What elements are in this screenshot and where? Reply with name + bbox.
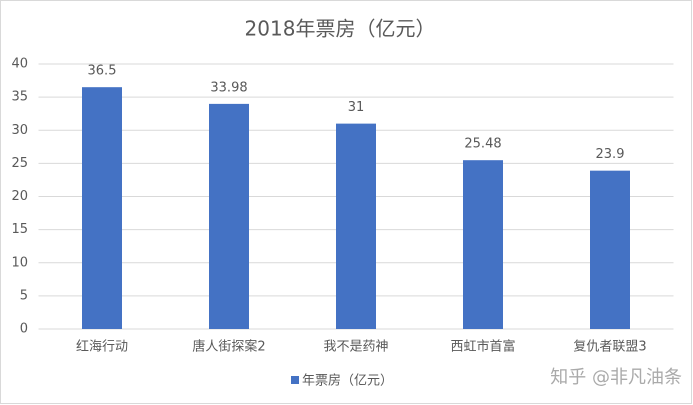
y-tick-label: 30 [11,123,28,138]
x-tick-label: 唐人街探案2 [192,339,265,355]
y-tick-label: 5 [20,288,28,303]
x-tick-label: 我不是药神 [323,340,388,355]
bar [82,87,122,329]
bar [336,123,376,329]
bar [463,160,503,329]
y-tick-label: 40 [11,57,28,72]
data-label: 31 [348,100,365,115]
data-label: 23.9 [596,147,625,162]
legend-swatch [291,376,299,384]
x-tick-label: 西虹市首富 [450,339,515,355]
data-label: 25.48 [464,137,501,152]
data-label: 36.5 [88,64,117,79]
y-tick-label: 20 [11,189,28,204]
y-tick-label: 10 [11,255,28,270]
data-label: 33.98 [210,80,247,95]
watermark: 知乎 @非凡油条 [550,367,682,388]
y-tick-label: 35 [11,90,28,105]
x-tick-label: 复仇者联盟3 [573,340,646,355]
legend-label: 年票房（亿元） [302,373,393,389]
y-tick-label: 15 [11,222,28,237]
bar [209,103,249,329]
bar [590,170,630,329]
x-tick-label: 红海行动 [76,339,128,355]
y-tick-label: 25 [11,156,28,171]
chart-title: 2018年票房（亿元） [245,17,436,41]
y-tick-label: 0 [20,322,28,337]
